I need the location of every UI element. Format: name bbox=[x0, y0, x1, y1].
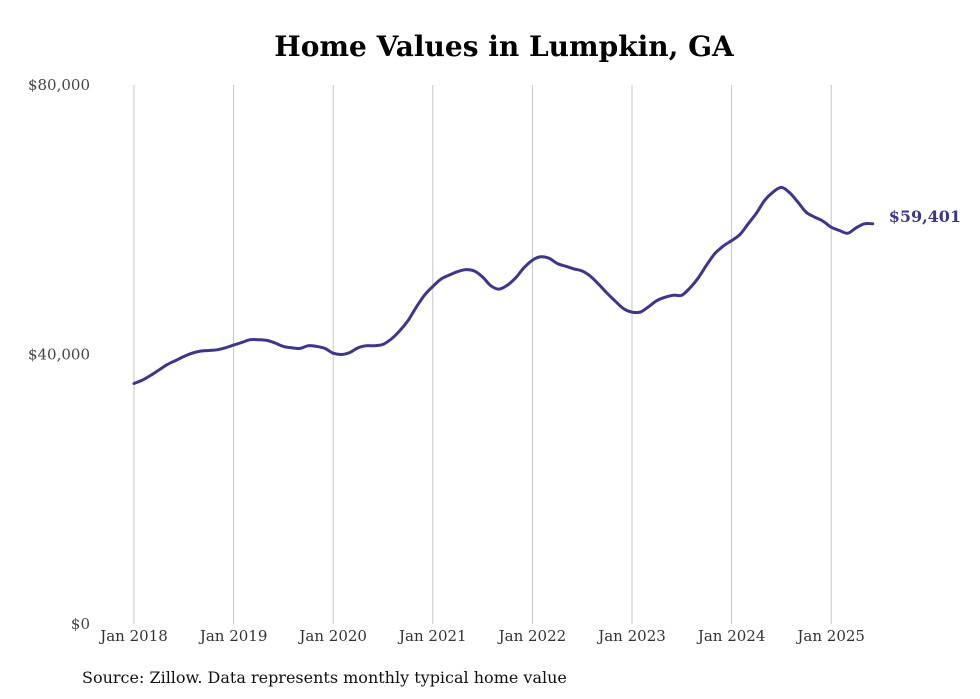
y-axis-ticks: $0 $40,000 $80,000 bbox=[28, 76, 90, 633]
latest-value-label: $59,401 bbox=[889, 207, 961, 226]
home-value-line bbox=[132, 185, 875, 385]
x-axis-ticks: Jan 2018 Jan 2019 Jan 2020 Jan 2021 Jan 2022… bbox=[98, 627, 865, 645]
y-tick-label: $40,000 bbox=[28, 346, 90, 364]
y-tick-label: $80,000 bbox=[28, 76, 90, 94]
chart-title: Home Values in Lumpkin, GA bbox=[274, 30, 734, 63]
x-tick-label: Jan 2021 bbox=[397, 627, 467, 645]
y-tick-label: $0 bbox=[71, 615, 90, 633]
gridlines bbox=[133, 85, 832, 624]
x-tick-label: Jan 2019 bbox=[198, 627, 268, 645]
x-tick-label: Jan 2022 bbox=[497, 627, 567, 645]
x-tick-label: Jan 2023 bbox=[596, 627, 666, 645]
x-tick-label: Jan 2025 bbox=[795, 627, 865, 645]
x-tick-label: Jan 2020 bbox=[297, 627, 367, 645]
x-tick-label: Jan 2018 bbox=[98, 627, 168, 645]
source-note: Source: Zillow. Data represents monthly … bbox=[82, 668, 567, 687]
x-tick-label: Jan 2024 bbox=[696, 627, 766, 645]
